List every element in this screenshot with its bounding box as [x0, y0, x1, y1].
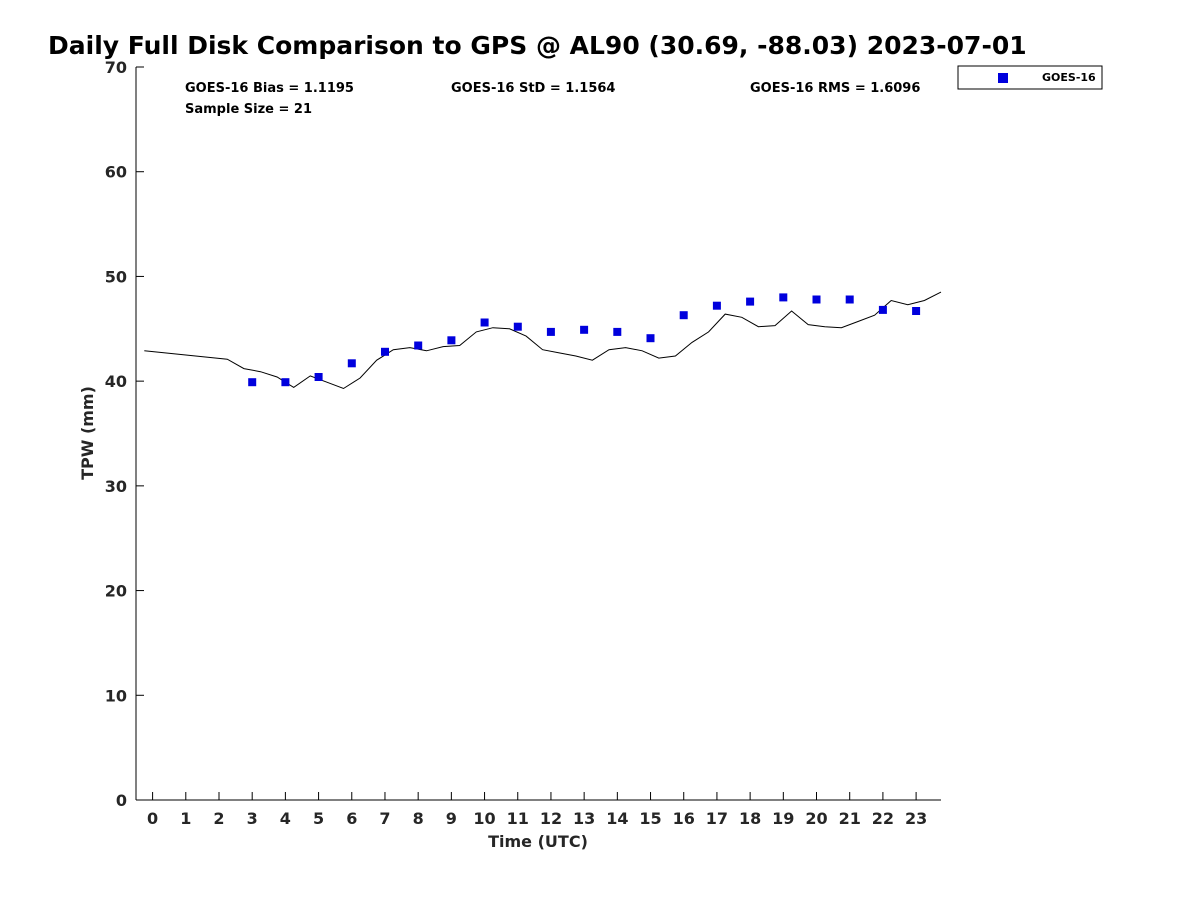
data-point-goes16: [248, 378, 257, 387]
x-tick-label: 6: [346, 809, 357, 828]
data-point-goes16: [480, 318, 489, 327]
legend-marker-goes16: [998, 73, 1008, 83]
x-tick-label: 10: [473, 809, 495, 828]
data-point-goes16: [546, 327, 555, 336]
x-tick-label: 7: [379, 809, 390, 828]
marker-layer: [248, 293, 921, 387]
x-tick-label: 23: [905, 809, 927, 828]
y-tick-label: 60: [105, 163, 127, 182]
stat-std: GOES-16 StD = 1.1564: [451, 81, 615, 96]
chart-title: Daily Full Disk Comparison to GPS @ AL90…: [48, 31, 1027, 60]
data-point-goes16: [712, 301, 721, 310]
x-tick-label: 9: [446, 809, 457, 828]
data-point-goes16: [447, 336, 456, 345]
x-tick-label: 20: [805, 809, 827, 828]
x-tick-label: 19: [772, 809, 794, 828]
data-point-goes16: [912, 307, 921, 315]
data-point-goes16: [845, 295, 854, 304]
legend-box: [957, 65, 1103, 90]
x-tick-label: 8: [413, 809, 424, 828]
x-tick-label: 0: [147, 809, 158, 828]
x-tick-label: 18: [739, 809, 761, 828]
x-tick-label: 14: [606, 809, 628, 828]
x-tick-label: 15: [639, 809, 661, 828]
x-tick-label: 2: [213, 809, 224, 828]
data-point-goes16: [679, 311, 688, 320]
y-tick-label: 50: [105, 267, 127, 286]
data-point-goes16: [746, 297, 755, 306]
x-tick-label: 21: [839, 809, 861, 828]
x-tick-label: 1: [180, 809, 191, 828]
y-tick-label: 70: [105, 58, 127, 77]
x-tick-label: 17: [706, 809, 728, 828]
legend: GOES-16: [957, 65, 1103, 90]
x-tick-label: 12: [540, 809, 562, 828]
x-tick-label: 11: [507, 809, 529, 828]
data-point-goes16: [646, 334, 655, 343]
data-point-goes16: [513, 322, 522, 331]
data-point-goes16: [580, 325, 589, 334]
y-tick-label: 0: [116, 791, 127, 810]
y-tick-label: 30: [105, 477, 127, 496]
data-point-goes16: [414, 341, 423, 350]
gps-line-layer: [144, 291, 942, 390]
stat-sample-size: Sample Size = 21: [185, 102, 312, 117]
legend-label-goes16: GOES-16: [1042, 71, 1096, 84]
series-line-gps: [144, 291, 942, 390]
x-tick-label: 16: [673, 809, 695, 828]
y-tick-label: 10: [105, 686, 127, 705]
data-point-goes16: [613, 327, 622, 336]
x-tick-label: 5: [313, 809, 324, 828]
x-tick-label: 3: [247, 809, 258, 828]
data-point-goes16: [812, 295, 821, 304]
data-point-goes16: [878, 305, 887, 314]
x-tick-label: 4: [280, 809, 291, 828]
y-tick-label: 40: [105, 372, 127, 391]
data-point-goes16: [779, 293, 788, 302]
x-axis-label: Time (UTC): [488, 832, 588, 851]
data-point-goes16: [281, 378, 290, 387]
data-point-goes16: [314, 373, 323, 381]
y-tick-label: 20: [105, 582, 127, 601]
y-axis-label: TPW (mm): [78, 386, 97, 480]
data-point-goes16: [347, 359, 356, 368]
x-tick-label: 13: [573, 809, 595, 828]
stat-bias: GOES-16 Bias = 1.1195: [185, 81, 354, 96]
data-point-goes16: [381, 347, 389, 356]
stat-rms: GOES-16 RMS = 1.6096: [750, 81, 920, 96]
x-tick-label: 22: [872, 809, 894, 828]
